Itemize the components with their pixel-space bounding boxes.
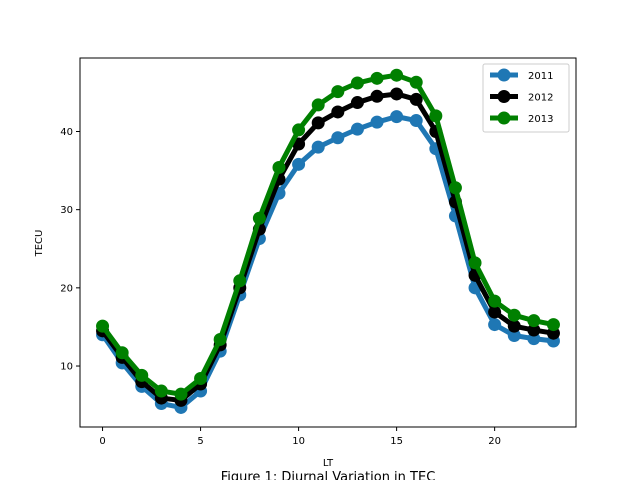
data-point-2013-14 <box>370 71 384 85</box>
data-point-2013-22 <box>527 314 541 328</box>
data-point-2013-16 <box>409 75 423 89</box>
data-point-2012-16 <box>409 92 423 106</box>
data-point-2013-1 <box>115 346 129 360</box>
data-point-2012-15 <box>390 87 404 101</box>
legend-swatch-marker <box>497 111 511 125</box>
x-tick-label: 20 <box>488 436 501 447</box>
data-point-2013-19 <box>468 256 482 270</box>
legend-swatch-marker <box>497 68 511 82</box>
x-tick-label: 5 <box>197 436 203 447</box>
data-point-2013-21 <box>507 308 521 322</box>
data-point-2011-21 <box>507 329 521 343</box>
data-point-2011-15 <box>390 110 404 124</box>
data-point-2012-14 <box>370 89 384 103</box>
legend-item-2013: 2013 <box>490 111 553 125</box>
figure-caption: Figure 1: Diurnal Variation in TEC <box>221 470 436 480</box>
series-2013 <box>96 68 560 401</box>
data-point-2011-11 <box>311 140 325 154</box>
data-point-2013-18 <box>448 181 462 195</box>
legend-item-2012: 2012 <box>490 90 553 104</box>
data-point-2013-11 <box>311 98 325 112</box>
y-tick-label: 20 <box>60 283 73 294</box>
data-point-2012-11 <box>311 116 325 130</box>
data-point-2012-22 <box>527 323 541 337</box>
data-point-2013-9 <box>272 160 286 174</box>
data-point-2011-13 <box>350 122 364 136</box>
data-point-2013-10 <box>292 123 306 137</box>
x-tick-label: 15 <box>390 436 403 447</box>
legend-label: 2012 <box>528 93 553 104</box>
data-point-2013-0 <box>96 319 110 333</box>
data-point-2013-17 <box>429 109 443 123</box>
data-point-2011-20 <box>488 318 502 332</box>
data-point-2013-7 <box>233 274 247 288</box>
data-point-2013-5 <box>194 372 208 386</box>
y-tick-label: 30 <box>60 205 73 216</box>
legend-label: 2013 <box>528 114 553 125</box>
y-axis-label: TECU <box>34 230 45 258</box>
legend: 2011 2012 2013 <box>482 63 570 133</box>
y-ticks: 10 20 30 40 <box>60 127 80 373</box>
data-point-2011-10 <box>292 157 306 171</box>
legend-item-2011: 2011 <box>490 68 553 82</box>
data-point-2013-4 <box>174 387 188 401</box>
y-tick-label: 40 <box>60 127 73 138</box>
data-point-2012-13 <box>350 96 364 110</box>
data-point-2013-6 <box>213 332 227 346</box>
data-point-2012-12 <box>331 105 345 119</box>
legend-swatch-marker <box>497 90 511 103</box>
data-point-2012-21 <box>507 319 521 333</box>
data-point-2013-20 <box>488 294 502 308</box>
data-point-2013-12 <box>331 85 345 99</box>
x-axis-label: LT <box>323 458 334 469</box>
data-point-2013-2 <box>135 368 149 382</box>
x-ticks: 0 5 10 15 20 <box>99 427 501 447</box>
series-layer <box>96 68 560 414</box>
data-point-2011-16 <box>409 114 423 128</box>
data-point-2013-23 <box>546 318 560 332</box>
data-point-2013-8 <box>252 211 266 225</box>
x-tick-label: 0 <box>99 436 105 447</box>
data-point-2013-15 <box>390 68 404 82</box>
data-point-2013-13 <box>350 76 364 90</box>
data-point-2012-20 <box>488 305 502 319</box>
data-point-2013-3 <box>154 384 168 398</box>
y-tick-label: 10 <box>60 362 73 373</box>
data-point-2011-14 <box>370 115 384 129</box>
legend-label: 2011 <box>528 71 553 82</box>
x-tick-label: 10 <box>292 436 305 447</box>
data-point-2011-12 <box>331 131 345 145</box>
plot-frame <box>79 57 577 428</box>
